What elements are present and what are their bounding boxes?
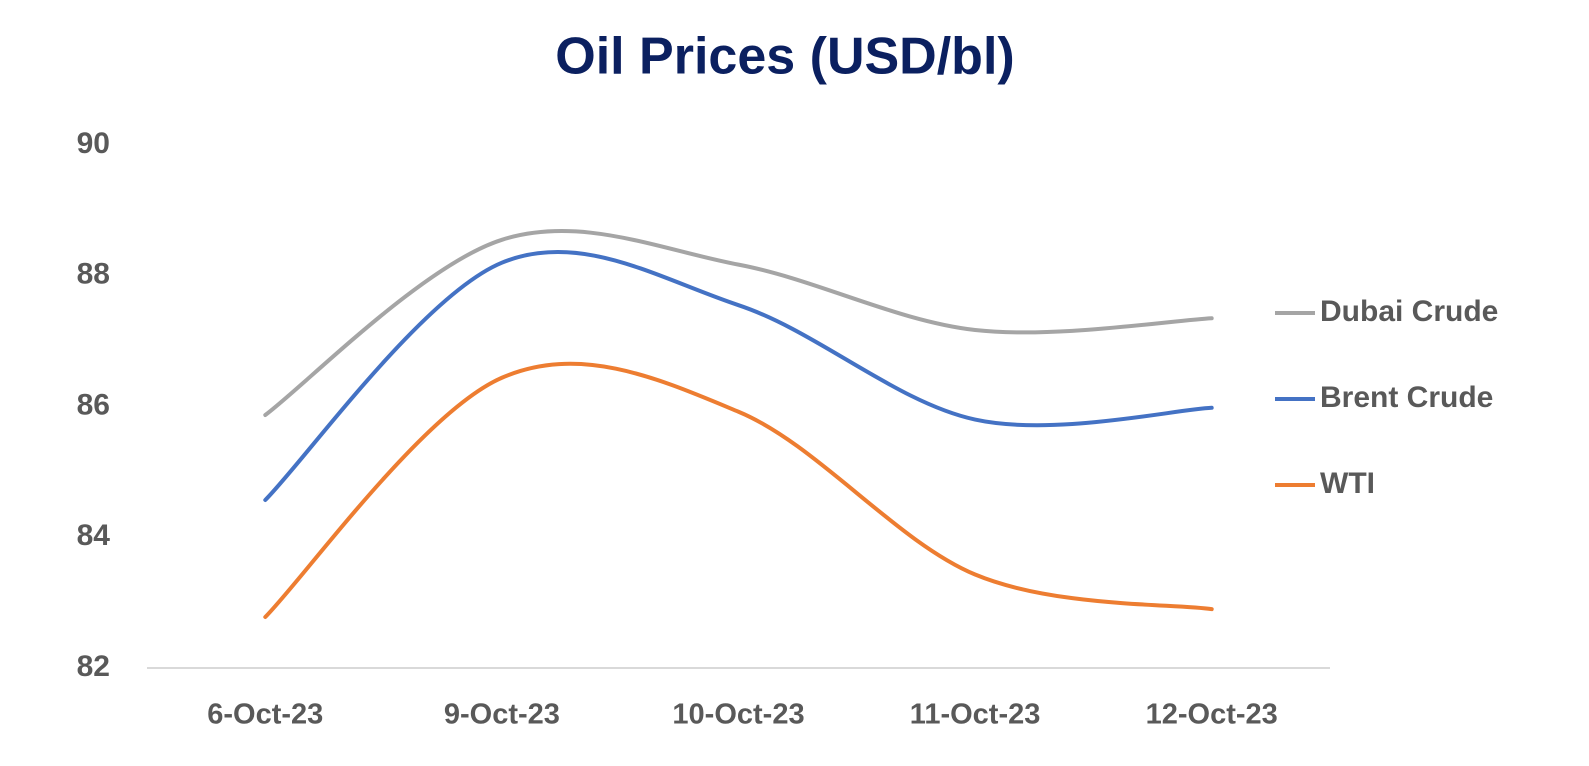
y-tick-label: 82	[77, 650, 110, 683]
y-tick-label: 86	[77, 388, 110, 421]
series-line	[263, 361, 1214, 620]
x-tick-label: 11-Oct-23	[910, 699, 1041, 731]
series-line	[263, 249, 1214, 502]
x-tick-label: 12-Oct-23	[1146, 699, 1278, 731]
legend-label: Dubai Crude	[1320, 295, 1498, 328]
legend-label: Brent Crude	[1320, 381, 1493, 414]
series-line	[263, 228, 1214, 417]
x-tick-label: 9-Oct-23	[444, 699, 560, 731]
y-tick-label: 88	[77, 258, 110, 291]
x-tick-label: 10-Oct-23	[672, 699, 804, 731]
chart-title: Oil Prices (USD/bl)	[555, 28, 1014, 86]
legend-label: WTI	[1320, 467, 1375, 500]
y-tick-label: 90	[77, 127, 110, 160]
x-tick-label: 6-Oct-23	[207, 699, 323, 731]
y-tick-label: 84	[77, 519, 111, 552]
